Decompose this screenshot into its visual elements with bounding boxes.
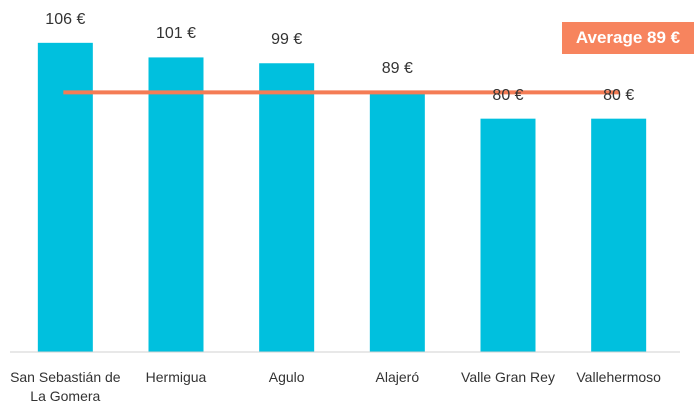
x-tick-label: Valle Gran Rey [461,369,555,385]
bar [480,118,536,353]
x-tick-label: Agulo [268,369,305,385]
value-label: 99 € [271,31,303,49]
average-badge: Average 89 € [562,22,694,54]
bar [591,118,647,353]
x-tick-label: San Sebastián de La Gomera [10,369,121,404]
x-tick-label: Alajeró [375,369,420,385]
x-tick-label: Hermigua [145,369,207,385]
x-tick-label: Vallehermoso [576,369,661,385]
value-label: 89 € [381,60,413,78]
value-label: 80 € [603,86,635,104]
bar [259,63,315,352]
bar [148,57,204,353]
value-label: 101 € [155,25,197,43]
value-label: 106 € [45,10,86,28]
value-label: 80 € [492,86,524,104]
bar [369,92,425,353]
bar [37,42,93,352]
